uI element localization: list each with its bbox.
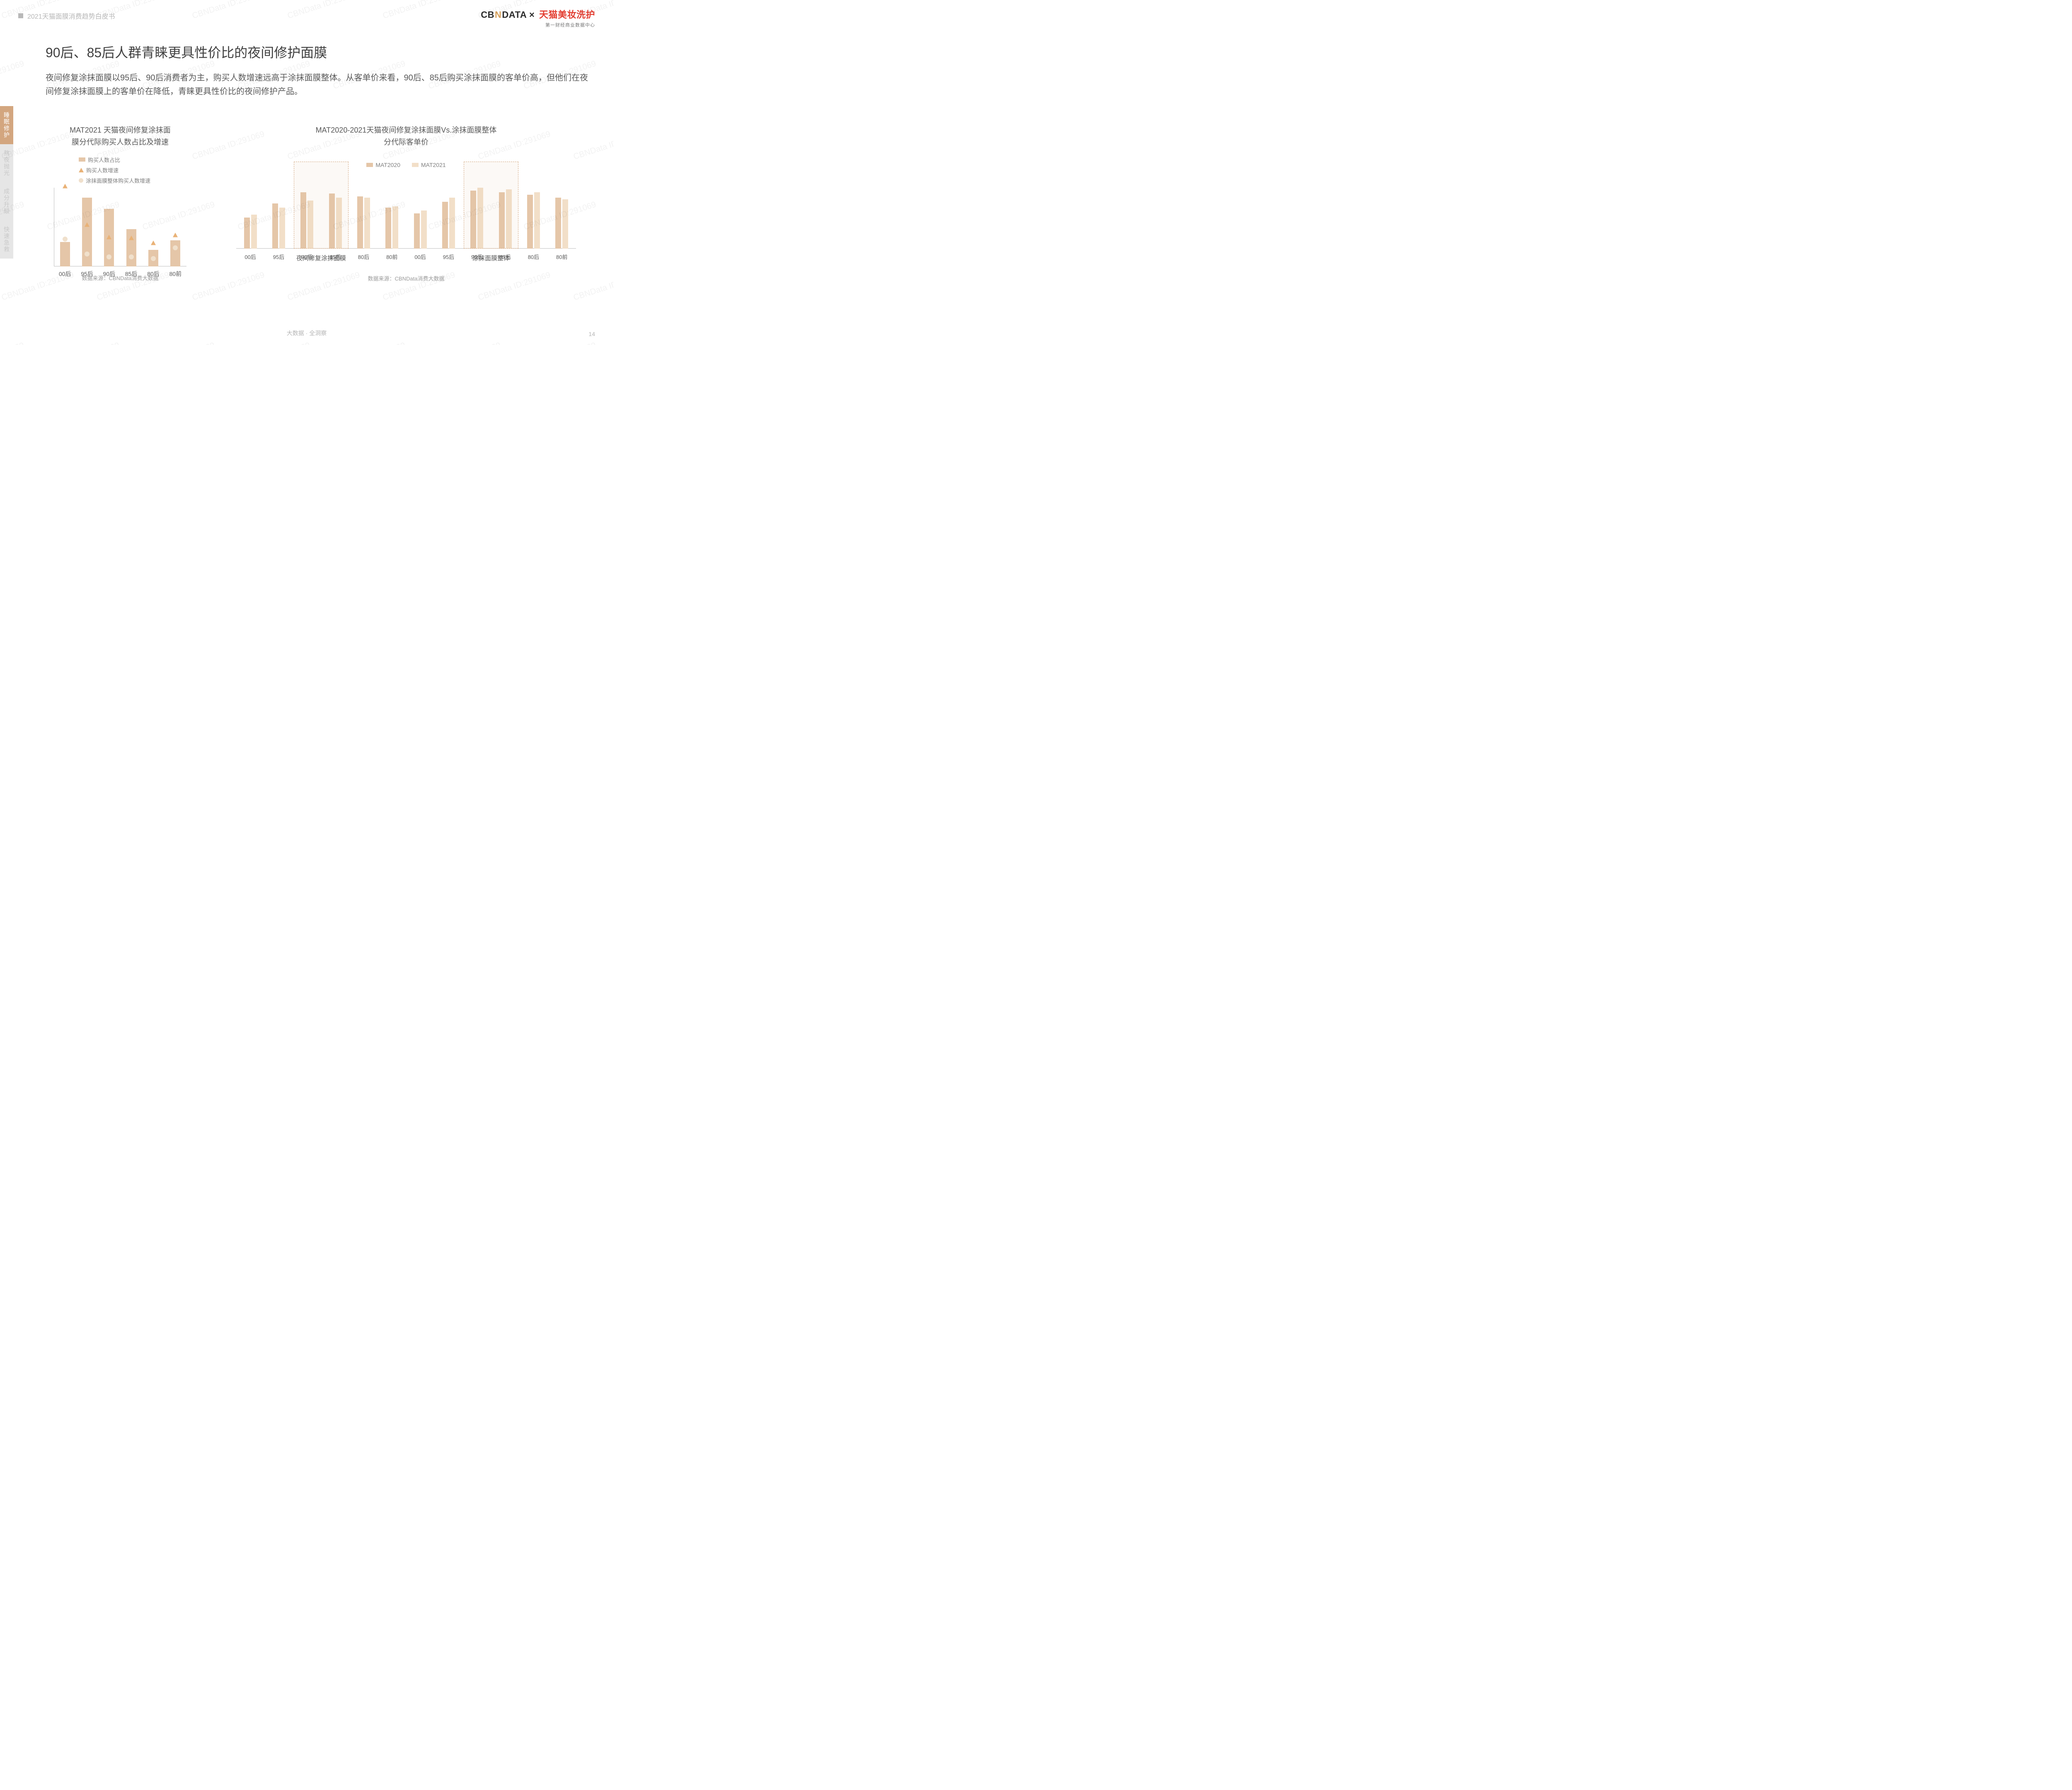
square-icon xyxy=(412,163,419,167)
chart-left-title: MAT2021 天猫夜间修复涂抹面 膜分代际购买人数占比及增速 xyxy=(46,124,195,148)
legend-row: MAT2021 xyxy=(412,162,446,168)
side-tab[interactable]: 熬夜抛光 xyxy=(0,144,13,182)
bar xyxy=(499,192,505,249)
bar xyxy=(527,195,533,248)
group-label: 夜间修复涂抹面膜 xyxy=(236,254,406,262)
side-tab[interactable]: 睡眠修护 xyxy=(0,106,13,144)
chart-left: MAT2021 天猫夜间修复涂抹面 膜分代际购买人数占比及增速 购买人数占比 购… xyxy=(46,124,195,282)
chart-left-legend: 购买人数占比 购买人数增速 涂抹面膜整体购买人数增速 xyxy=(79,156,195,184)
bar xyxy=(300,192,306,249)
x-label: 95后 xyxy=(76,270,98,278)
axis-x xyxy=(236,248,576,249)
legend-row: 购买人数占比 xyxy=(79,156,120,164)
dot-marker xyxy=(85,252,90,256)
chart-right-source: 数据来源：CBNData消费大数据 xyxy=(224,274,588,282)
dot-marker xyxy=(63,237,68,242)
square-icon xyxy=(79,157,85,162)
x-label: 80后 xyxy=(142,270,164,278)
bar xyxy=(506,189,512,249)
bar xyxy=(357,196,363,249)
bar xyxy=(470,191,476,248)
triangle-icon xyxy=(79,168,84,172)
bar xyxy=(329,194,335,249)
dot-marker xyxy=(151,256,156,261)
bar xyxy=(442,202,448,248)
bar xyxy=(272,203,278,249)
chart-right: MAT2020-2021天猫夜间修复涂抹面膜Vs.涂抹面膜整体 分代际客单价 M… xyxy=(224,124,588,282)
bar xyxy=(477,188,483,248)
bar xyxy=(555,198,561,248)
bar xyxy=(244,218,250,249)
group-label: 涂抹面膜整体 xyxy=(406,254,576,262)
doc-title-text: 2021天猫面膜消费趋势白皮书 xyxy=(27,11,115,21)
bar xyxy=(336,198,342,248)
dot-marker xyxy=(173,245,178,250)
triangle-marker xyxy=(63,184,68,189)
x-label: 90后 xyxy=(98,270,120,278)
bar xyxy=(364,198,370,248)
triangle-marker xyxy=(173,232,178,237)
chart-right-plot xyxy=(236,178,576,249)
chart-right-legend: MAT2020 MAT2021 xyxy=(224,162,588,168)
bar xyxy=(251,215,257,249)
bar xyxy=(170,240,180,266)
triangle-marker xyxy=(151,240,156,245)
x-label: 80前 xyxy=(165,270,186,278)
x-label: 00后 xyxy=(54,270,76,278)
bar xyxy=(60,242,70,266)
chart-right-title: MAT2020-2021天猫夜间修复涂抹面膜Vs.涂抹面膜整体 分代际客单价 xyxy=(224,124,588,148)
legend-row: 涂抹面膜整体购买人数增速 xyxy=(79,177,150,184)
brand-block: CBNDATA × 天猫美妆洗护 第一财经商业数据中心 xyxy=(481,7,595,28)
dot-marker xyxy=(129,254,134,259)
header-doc-title: 2021天猫面膜消费趋势白皮书 xyxy=(18,11,115,21)
footer-page: 14 xyxy=(588,331,595,337)
page-description: 夜间修复涂抹面膜以95后、90后消费者为主，购买人数增速远高于涂抹面膜整体。从客… xyxy=(46,71,588,99)
side-tab[interactable]: 成分升级 xyxy=(0,182,13,220)
square-icon xyxy=(366,163,373,167)
bar xyxy=(385,208,391,249)
bar xyxy=(307,201,313,249)
legend-row: 购买人数增速 xyxy=(79,166,119,174)
bar xyxy=(562,199,568,249)
triangle-marker xyxy=(129,235,134,240)
footer-center: 大数据 · 全洞察 xyxy=(0,329,613,337)
triangle-marker xyxy=(85,223,90,227)
brand-sub: 第一财经商业数据中心 xyxy=(481,22,595,28)
triangle-marker xyxy=(107,235,111,239)
side-tab[interactable]: 快速急救 xyxy=(0,220,13,259)
chart-right-group-labels: 夜间修复涂抹面膜涂抹面膜整体 xyxy=(236,254,576,263)
header-square-icon xyxy=(18,13,23,18)
bar xyxy=(449,198,455,248)
page-title: 90后、85后人群青睐更具性价比的夜间修护面膜 xyxy=(46,42,327,61)
chart-left-xlabels: 00后95后90后85后80后80前 xyxy=(54,270,186,278)
chart-left-plot xyxy=(54,188,186,266)
bar xyxy=(414,213,420,249)
brand-line1: CBNDATA × 天猫美妆洗护 xyxy=(481,7,595,21)
bar xyxy=(534,192,540,249)
legend-row: MAT2020 xyxy=(366,162,400,168)
bar xyxy=(392,206,398,249)
bar xyxy=(126,229,136,266)
bar xyxy=(279,208,285,249)
x-label: 85后 xyxy=(120,270,142,278)
dot-marker xyxy=(107,254,111,259)
bar xyxy=(421,210,427,249)
side-tabs: 睡眠修护熬夜抛光成分升级快速急救 xyxy=(0,106,12,259)
dot-icon xyxy=(79,178,83,183)
